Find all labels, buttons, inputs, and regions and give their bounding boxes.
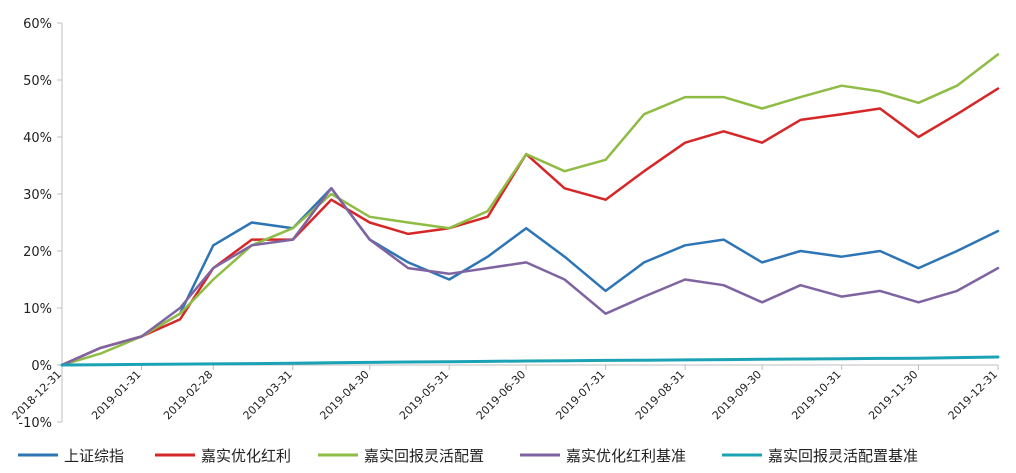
x-tick-label: 2019-07-31: [553, 368, 607, 422]
legend-label-1: 上证综指: [64, 447, 124, 465]
y-tick-label: 40%: [23, 131, 52, 146]
series-line-4: [60, 187, 1000, 367]
x-tick-label: 2019-06-30: [474, 368, 528, 422]
x-tick-label: 2019-04-30: [317, 368, 371, 422]
y-tick-label: 30%: [23, 188, 52, 203]
y-tick-label: -10%: [18, 416, 52, 431]
x-tick-label: 2019-09-30: [710, 368, 764, 422]
series-line-2: [60, 87, 1000, 367]
legend-label-4: 嘉实优化红利基准: [566, 447, 686, 465]
series-line-1: [60, 187, 1000, 367]
x-tick-label: 2019-05-31: [397, 368, 451, 422]
x-tick-label: 2019-12-31: [946, 368, 1000, 422]
x-tick-label: 2019-08-31: [633, 368, 687, 422]
y-tick-label: 50%: [23, 74, 52, 89]
series-line-3: [60, 53, 1000, 367]
legend-label-2: 嘉实优化红利: [201, 447, 291, 465]
x-tick-label: 2018-12-31: [10, 368, 64, 422]
series-lines: [60, 53, 1000, 367]
x-tick-label: 2019-10-31: [789, 368, 843, 422]
axes: -10% 0% 10% 20% 30% 40% 50% 60% 2018-12-31 2019-0…: [10, 17, 1000, 431]
y-tick-label: 10%: [23, 302, 52, 317]
x-tick-label: 2019-03-31: [241, 368, 295, 422]
series-line-5: [60, 355, 1000, 367]
y-tick-label: 20%: [23, 245, 52, 260]
y-tick-label: 0%: [31, 359, 52, 374]
legend: 上证综指 嘉实优化红利 嘉实回报灵活配置 嘉实优化红利基准 嘉实回报灵活配置基准: [18, 447, 918, 465]
legend-label-3: 嘉实回报灵活配置: [364, 447, 484, 465]
x-tick-label: 2019-02-28: [161, 368, 215, 422]
y-tick-label: 60%: [23, 17, 52, 32]
x-tick-label: 2019-01-31: [89, 368, 143, 422]
x-tick-label: 2019-11-30: [866, 368, 920, 422]
legend-label-5: 嘉实回报灵活配置基准: [768, 447, 918, 465]
